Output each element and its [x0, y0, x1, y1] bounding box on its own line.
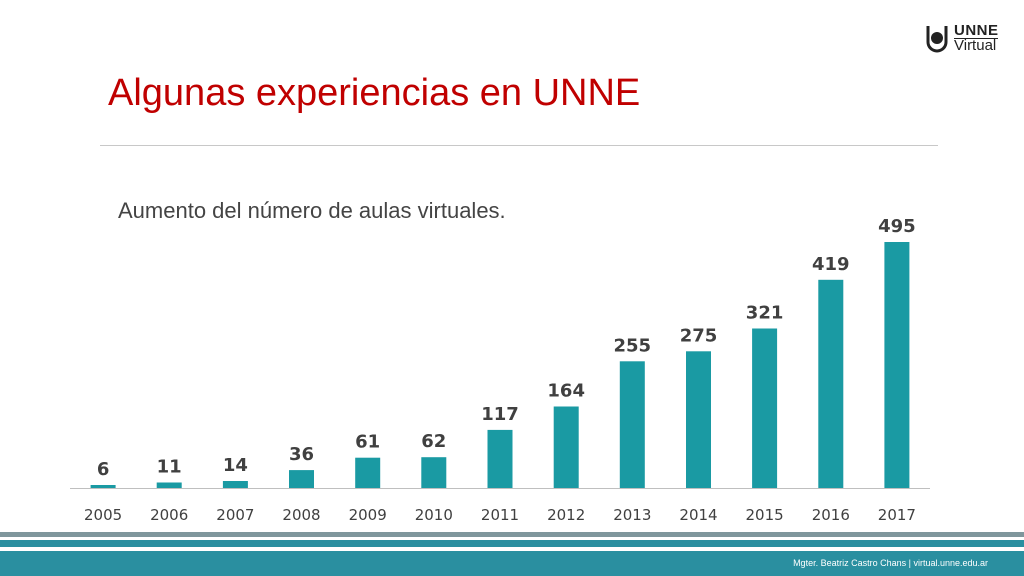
footer-band: [0, 551, 1024, 576]
bar-2008: [289, 470, 314, 488]
footer-band-middle: [0, 540, 1024, 547]
x-tick-label-2009: 2009: [349, 506, 387, 524]
bar-2011: [487, 429, 513, 488]
logo-text-unne: UNNE: [954, 22, 999, 39]
x-tick-label-2015: 2015: [746, 506, 784, 524]
data-label-2014: 275: [680, 325, 718, 346]
bar-2012: [553, 406, 579, 488]
data-label-2012: 164: [547, 381, 585, 402]
slide-title: Algunas experiencias en UNNE: [108, 72, 641, 114]
title-divider: [100, 145, 938, 146]
bar-2009: [355, 457, 381, 488]
unne-logo-mark-icon: [926, 26, 948, 53]
x-tick-label-2016: 2016: [812, 506, 850, 524]
logo-divider: [954, 38, 998, 39]
x-tick-label-2010: 2010: [415, 506, 453, 524]
x-tick-label-2012: 2012: [547, 506, 585, 524]
unne-virtual-logo: UNNE Virtual: [926, 22, 1006, 58]
data-label-2017: 495: [878, 216, 916, 237]
footer-text: Mgter. Beatriz Castro Chans | virtual.un…: [793, 558, 988, 568]
bar-2007: [222, 481, 248, 488]
bar-2016: [818, 279, 844, 488]
footer-band-top: [0, 532, 1024, 537]
bar-2013: [619, 361, 645, 488]
x-tick-label-2011: 2011: [481, 506, 519, 524]
data-label-2011: 117: [481, 404, 519, 425]
data-label-2006: 11: [157, 457, 182, 478]
x-tick-label-2008: 2008: [282, 506, 320, 524]
bar-2015: [752, 328, 778, 488]
data-label-2005: 6: [97, 459, 110, 480]
bar-2014: [686, 351, 711, 488]
x-tick-label-2007: 2007: [216, 506, 254, 524]
bar-2005: [90, 485, 116, 488]
bar-2017: [884, 242, 910, 488]
logo-text-virtual: Virtual: [954, 37, 997, 54]
x-tick-label-2013: 2013: [613, 506, 651, 524]
x-tick-label-2005: 2005: [84, 506, 122, 524]
data-label-2007: 14: [223, 455, 248, 476]
x-tick-label-2014: 2014: [679, 506, 717, 524]
slide-subtitle: Aumento del número de aulas virtuales.: [118, 198, 506, 223]
x-tick-label-2017: 2017: [878, 506, 916, 524]
x-tick-label-2006: 2006: [150, 506, 188, 524]
data-label-2009: 61: [355, 432, 380, 453]
bar-2010: [421, 457, 447, 488]
data-label-2010: 62: [421, 431, 446, 452]
data-label-2016: 419: [812, 254, 850, 275]
bar-2006: [156, 482, 182, 488]
data-label-2013: 255: [614, 335, 652, 356]
data-label-2008: 36: [289, 444, 314, 465]
data-label-2015: 321: [746, 303, 784, 324]
